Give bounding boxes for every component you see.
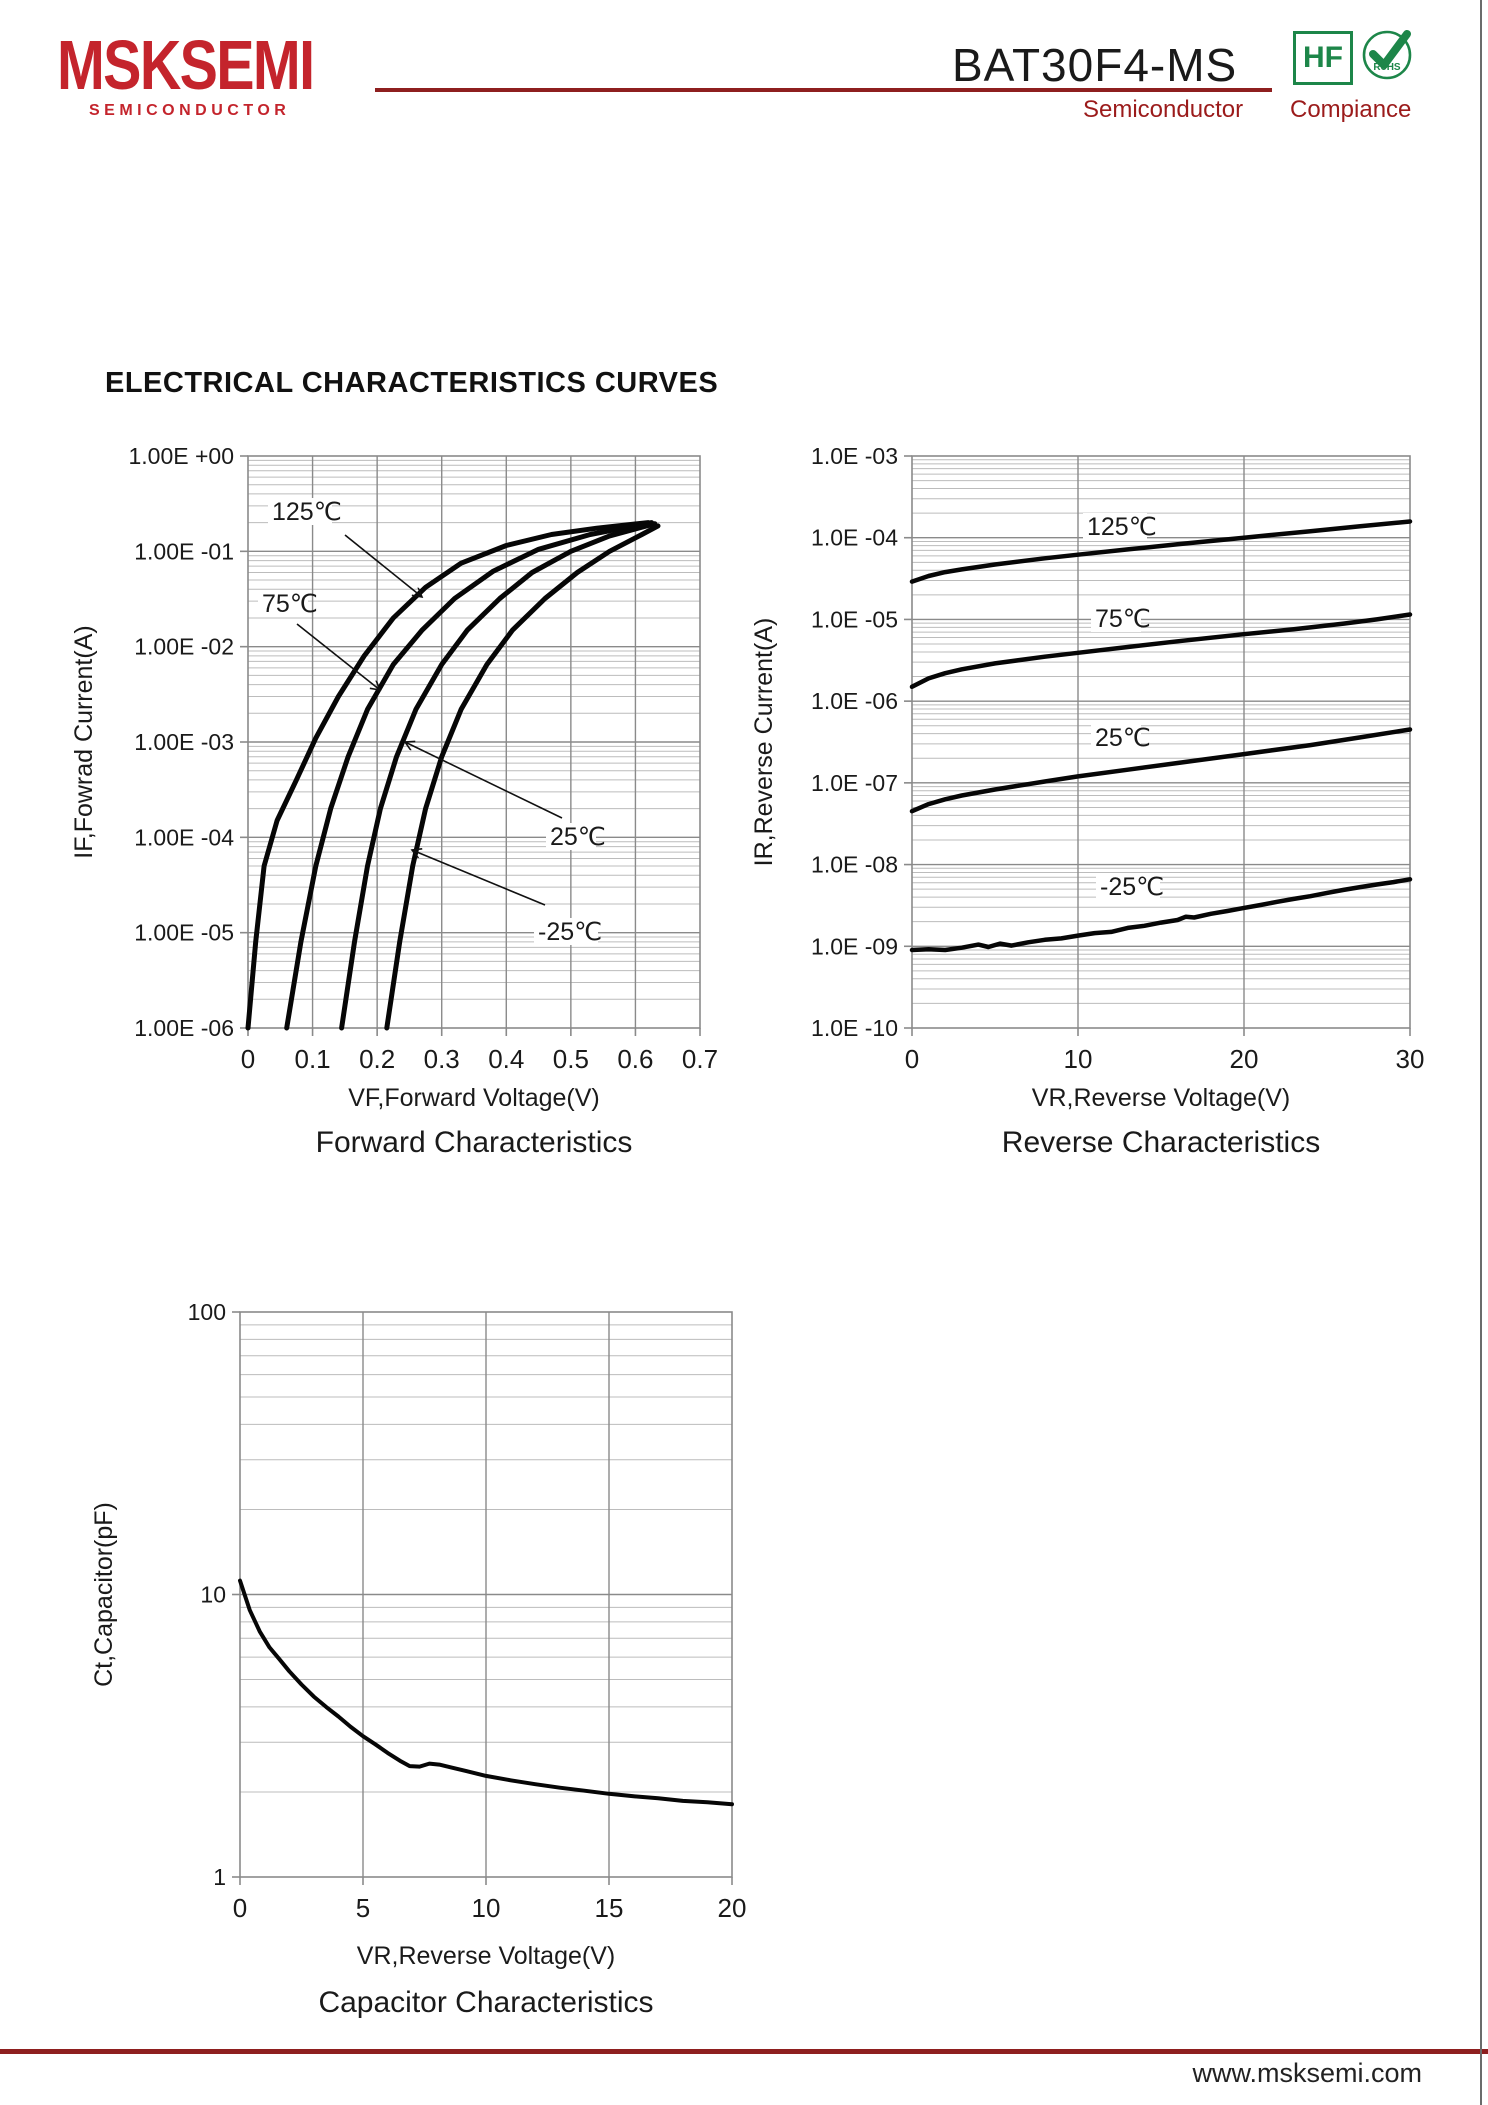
y-axis-label: IR,Reverse Current(A) xyxy=(750,618,778,867)
x-tick-label: 20 xyxy=(1230,1044,1259,1074)
x-tick-label: 0 xyxy=(233,1893,247,1923)
annotation-background xyxy=(534,918,598,945)
y-axis-label: IF,Fowrad Current(A) xyxy=(70,625,98,858)
annotation-background xyxy=(258,590,308,617)
x-tick-label: 0 xyxy=(905,1044,919,1074)
capacitor-chart: 100 10 10 5 10 15 20 VR,Reverse Voltage(V) Ct,Ca… xyxy=(90,1299,746,2019)
x-axis-label: VR,Reverse Voltage(V) xyxy=(1032,1084,1290,1112)
series-label: 75℃ xyxy=(262,590,318,618)
y-tick-label: 1.00E -06 xyxy=(134,1015,234,1041)
annotation-arrow xyxy=(344,534,422,597)
y-tick-label: 1.0E -06 xyxy=(811,688,898,714)
series-label: 75℃ xyxy=(1095,605,1151,633)
page-right-border xyxy=(1480,0,1482,2105)
part-number: BAT30F4-MS xyxy=(952,39,1238,91)
rohs-circle xyxy=(1362,30,1412,80)
forward-curve-75 xyxy=(284,520,655,1031)
x-tick-label: 0.2 xyxy=(359,1044,395,1074)
x-tick-label: 5 xyxy=(356,1893,370,1923)
rohs-icon: RoHS xyxy=(1362,30,1412,80)
x-tick-label: 30 xyxy=(1396,1044,1425,1074)
x-tick-label: 0.6 xyxy=(617,1044,653,1074)
annotation-background xyxy=(546,823,596,850)
x-axis-label: VR,Reverse Voltage(V) xyxy=(357,1942,615,1970)
y-tick-label: 10 xyxy=(200,1582,226,1608)
chart-caption: Capacitor Characteristics xyxy=(318,1986,653,2019)
semiconductor-label: Semiconductor xyxy=(1083,96,1244,123)
forward-curve-25 xyxy=(339,521,658,1031)
reverse-curve-25 xyxy=(909,727,1413,814)
annotation-background xyxy=(1083,513,1147,540)
forward-curve--25 xyxy=(384,523,661,1031)
annotation-arrow xyxy=(405,742,563,819)
y-tick-label: 1 xyxy=(213,1864,226,1890)
series-label: -25℃ xyxy=(538,918,602,946)
series-label: 25℃ xyxy=(1095,724,1151,752)
y-tick-label: 1.00E -02 xyxy=(134,634,234,660)
rohs-label: RoHS xyxy=(1373,62,1401,73)
x-tick-label: 0.5 xyxy=(553,1044,589,1074)
rohs-checkmark xyxy=(1369,30,1411,69)
header-rule xyxy=(375,88,1272,92)
y-tick-label: 1.0E -07 xyxy=(811,770,898,796)
y-tick-label: 1.0E -09 xyxy=(811,933,898,959)
x-tick-label: 10 xyxy=(1064,1044,1093,1074)
x-tick-label: 0.4 xyxy=(488,1044,524,1074)
capacitor-curve-Ct xyxy=(238,1578,734,1807)
x-tick-label: 10 xyxy=(472,1893,501,1923)
y-tick-label: 1.0E -05 xyxy=(811,606,898,632)
y-tick-label: 1.00E -04 xyxy=(134,824,234,850)
forward-curve-125 xyxy=(245,520,651,1031)
y-tick-label: 100 xyxy=(188,1299,226,1325)
annotation-background xyxy=(268,498,332,525)
y-tick-label: 1.0E -08 xyxy=(811,852,898,878)
x-axis-label: VF,Forward Voltage(V) xyxy=(348,1084,600,1112)
hf-badge-label: HF xyxy=(1303,41,1343,74)
y-axis-label: Ct,Capacitor(pF) xyxy=(90,1502,118,1687)
series-label: 25℃ xyxy=(550,823,606,851)
annotation-background xyxy=(1091,605,1141,632)
series-label: 125℃ xyxy=(1087,513,1157,541)
x-tick-label: 15 xyxy=(595,1893,624,1923)
plot-border xyxy=(911,455,1411,1029)
annotation-arrow xyxy=(412,850,546,906)
reverse-curve--25 xyxy=(909,877,1413,953)
x-tick-label: 0.7 xyxy=(682,1044,718,1074)
compliance-label: Compiance xyxy=(1290,96,1412,123)
chart-caption: Forward Characteristics xyxy=(316,1126,633,1159)
y-tick-label: 1.00E -03 xyxy=(134,729,234,755)
forward-chart: 1.00E +00 1.00E -01 1.00E -02 1.00E -03 1.00… xyxy=(70,443,718,1159)
y-tick-label: 1.00E -05 xyxy=(134,920,234,946)
x-tick-label: 0.1 xyxy=(294,1044,330,1074)
brand-logo-subtext: SEMICONDUCTOR xyxy=(89,102,291,119)
reverse-curve-75 xyxy=(909,612,1413,690)
section-title: ELECTRICAL CHARACTERISTICS CURVES xyxy=(105,367,719,399)
y-tick-label: 1.0E -04 xyxy=(811,525,898,551)
y-tick-label: 1.00E -01 xyxy=(134,538,234,564)
x-tick-label: 20 xyxy=(718,1893,747,1923)
y-tick-label: 1.00E +00 xyxy=(128,443,234,469)
reverse-curve-125 xyxy=(909,519,1413,584)
series-label: 125℃ xyxy=(272,498,342,526)
hf-badge: HF xyxy=(1293,31,1353,85)
y-tick-label: 1.0E -10 xyxy=(811,1015,898,1041)
website-url: www.msksemi.com xyxy=(1192,2058,1422,2088)
y-tick-label: 1.0E -03 xyxy=(811,443,898,469)
annotation-background xyxy=(1096,873,1160,900)
x-tick-label: 0.3 xyxy=(424,1044,460,1074)
chart-caption: Reverse Characteristics xyxy=(1002,1126,1320,1159)
x-tick-label: 0 xyxy=(241,1044,255,1074)
brand-logo: MSKSEMI xyxy=(57,26,315,104)
footer-rule xyxy=(0,2049,1488,2054)
series-label: -25℃ xyxy=(1100,873,1164,901)
annotation-background xyxy=(1091,724,1141,751)
reverse-chart: 1.0E -03 1.0E -04 1.0E -05 1.0E -06 1.0E -07… xyxy=(750,443,1424,1159)
annotation-arrow xyxy=(296,623,380,690)
